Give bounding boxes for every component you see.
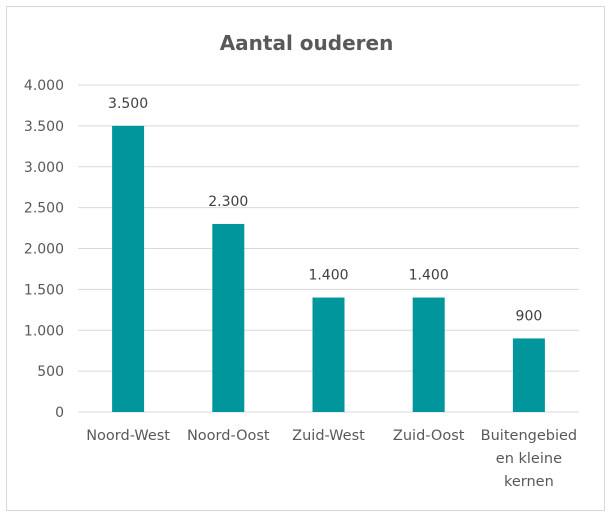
x-tick-label: Noord-West bbox=[86, 428, 170, 444]
y-tick-label: 0 bbox=[55, 405, 64, 421]
x-tick-label: Noord-Oost bbox=[187, 428, 270, 444]
x-axis-labels: Noord-West Noord-Oost Zuid-West Zuid-Oost Bu… bbox=[86, 428, 577, 490]
y-tick-label: 2.000 bbox=[24, 242, 64, 258]
y-tick-label: 1.500 bbox=[24, 282, 64, 298]
gridlines bbox=[78, 84, 579, 413]
x-tick-label: Zuid-Oost bbox=[393, 428, 465, 444]
y-tick-label: 2.500 bbox=[24, 201, 64, 217]
y-tick-label: 4.000 bbox=[24, 78, 64, 94]
bar bbox=[512, 338, 545, 412]
bars bbox=[112, 125, 545, 412]
y-tick-label: 3.500 bbox=[24, 119, 64, 135]
y-tick-label: 3.000 bbox=[24, 160, 64, 176]
bar bbox=[312, 297, 345, 412]
y-tick-label: 500 bbox=[37, 364, 64, 380]
data-labels: 3.500 2.300 1.400 1.400 900 bbox=[108, 96, 542, 325]
data-label: 3.500 bbox=[108, 96, 148, 112]
data-label: 1.400 bbox=[409, 268, 449, 284]
x-tick-label: Buitengebied bbox=[481, 428, 577, 444]
bar bbox=[112, 125, 145, 412]
bar bbox=[212, 223, 245, 412]
bar bbox=[412, 297, 445, 412]
x-tick-label: en kleine bbox=[496, 451, 562, 467]
data-label: 1.400 bbox=[308, 268, 348, 284]
data-label: 900 bbox=[516, 308, 543, 324]
x-tick-label: kernen bbox=[504, 474, 554, 490]
chart-frame bbox=[6, 6, 605, 511]
y-tick-label: 1.000 bbox=[24, 323, 64, 339]
y-axis-ticks: 0 500 1.000 1.500 2.000 2.500 3.000 3.500 4.000 bbox=[24, 78, 64, 421]
x-tick-label: Zuid-West bbox=[292, 428, 365, 444]
data-label: 2.300 bbox=[208, 194, 248, 210]
chart-title: Aantal ouderen bbox=[220, 31, 394, 55]
